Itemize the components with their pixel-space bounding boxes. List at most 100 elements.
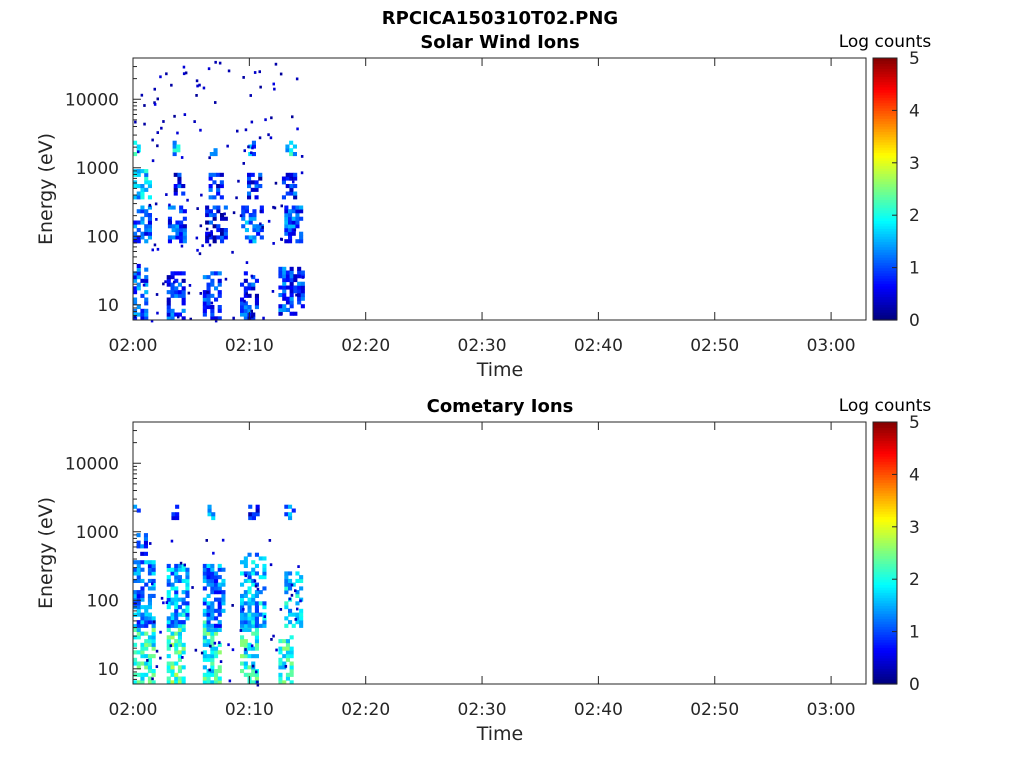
colorbar-segment bbox=[873, 296, 897, 300]
heatmap-cell bbox=[251, 144, 256, 149]
heatmap-cell bbox=[171, 228, 176, 233]
heatmap-cell bbox=[240, 642, 245, 647]
y-ticks-solar-wind: 10 100 1000 10000 bbox=[65, 57, 141, 321]
heatmap-cell bbox=[214, 316, 219, 321]
heatmap-cell bbox=[175, 512, 180, 517]
heatmap-cell bbox=[255, 508, 260, 513]
heatmap-cell bbox=[244, 648, 247, 651]
heatmap-cell bbox=[299, 623, 304, 628]
heatmap-cell bbox=[133, 271, 138, 276]
heatmap-cell bbox=[259, 235, 264, 240]
heatmap-cell bbox=[166, 278, 171, 283]
heatmap-cell bbox=[254, 639, 259, 644]
heatmap-cell bbox=[216, 209, 221, 214]
heatmap-cell bbox=[214, 627, 219, 632]
heatmap-cell bbox=[217, 575, 222, 580]
heatmap-cell bbox=[284, 571, 289, 576]
heatmap-cell bbox=[289, 304, 294, 309]
heatmap-cell bbox=[300, 155, 304, 158]
heatmap-cell bbox=[282, 646, 287, 651]
heatmap-cell bbox=[208, 195, 213, 200]
heatmap-cell bbox=[202, 301, 207, 306]
heatmap-cell bbox=[289, 635, 294, 640]
heatmap-cell bbox=[175, 235, 180, 240]
heatmap-cell bbox=[174, 642, 179, 647]
heatmap-cell bbox=[290, 593, 294, 597]
heatmap-cell bbox=[151, 669, 156, 674]
heatmap-cell bbox=[247, 191, 252, 196]
heatmap-cell bbox=[251, 669, 256, 674]
colorbar-segment bbox=[873, 608, 897, 612]
heatmap-cell bbox=[250, 180, 255, 185]
heatmap-cell bbox=[300, 296, 305, 301]
colorbar-segment bbox=[873, 516, 897, 520]
heatmap-cell bbox=[210, 650, 215, 655]
colorbar-segment bbox=[873, 532, 897, 536]
heatmap-cell bbox=[251, 616, 256, 621]
colorbar-segment bbox=[873, 461, 897, 465]
heatmap-cell bbox=[206, 612, 211, 617]
heatmap-cell bbox=[142, 283, 146, 287]
heatmap-cell bbox=[243, 578, 248, 583]
colorbar-segment bbox=[873, 553, 897, 557]
heatmap-cell bbox=[284, 504, 289, 509]
colorbar-segment bbox=[873, 209, 897, 214]
heatmap-cell bbox=[212, 224, 217, 229]
heatmap-cell bbox=[232, 211, 236, 215]
heatmap-cell bbox=[297, 274, 302, 279]
heatmap-cell bbox=[207, 512, 212, 517]
heatmap-cell bbox=[251, 315, 254, 319]
heatmap-cell bbox=[180, 244, 184, 248]
heatmap-cell bbox=[202, 305, 207, 310]
heatmap-cell bbox=[289, 646, 294, 651]
heatmap-cell bbox=[206, 620, 211, 625]
colorbar-segment bbox=[873, 89, 897, 93]
colorbar-segment bbox=[873, 202, 897, 206]
heatmap-cell bbox=[296, 607, 299, 611]
heatmap-cell bbox=[170, 601, 175, 606]
heatmap-cell bbox=[224, 277, 228, 281]
colorbar-segment bbox=[873, 152, 897, 156]
heatmap-cell bbox=[166, 308, 171, 313]
heatmap-cell bbox=[202, 676, 207, 681]
heatmap-cell bbox=[293, 195, 298, 200]
heatmap-cell bbox=[166, 616, 171, 621]
heatmap-cell bbox=[181, 308, 186, 313]
colorbar-cometary: 0 1 2 3 4 5 bbox=[872, 413, 920, 695]
colorbar-segment bbox=[873, 497, 897, 502]
heatmap-cell bbox=[136, 286, 141, 291]
heatmap-cell bbox=[182, 224, 187, 229]
heatmap-cell bbox=[170, 83, 173, 87]
heatmap-cell bbox=[262, 612, 267, 617]
colorbar-segment bbox=[873, 529, 897, 533]
heatmap-cell bbox=[173, 184, 178, 189]
heatmap-cell bbox=[289, 177, 293, 181]
heatmap-cell bbox=[136, 312, 141, 317]
heatmap-cell bbox=[251, 578, 256, 583]
heatmap-cell bbox=[210, 282, 215, 287]
heatmap-cell bbox=[243, 312, 248, 317]
heatmap-cell bbox=[177, 627, 182, 632]
colorbar-segment bbox=[873, 448, 897, 452]
heatmap-cell bbox=[288, 578, 293, 583]
heatmap-cell bbox=[217, 612, 222, 617]
colorbar-segment bbox=[873, 84, 897, 88]
heatmap-cell bbox=[213, 641, 217, 645]
heatmap-cell bbox=[289, 184, 294, 189]
heatmap-cell bbox=[284, 209, 289, 214]
colorbar-segment bbox=[873, 568, 897, 572]
heatmap-cell bbox=[217, 676, 222, 681]
heatmap-cell bbox=[214, 646, 219, 651]
colorbar-segment bbox=[873, 605, 897, 609]
x-tick-label: 02:40 bbox=[574, 336, 623, 356]
colorbar-segment bbox=[873, 469, 897, 473]
heatmap-cell bbox=[210, 657, 215, 662]
heatmap-cell bbox=[244, 209, 249, 214]
colorbar-segment bbox=[873, 592, 897, 596]
heatmap-cell bbox=[285, 148, 290, 153]
colorbar-frame bbox=[872, 57, 898, 321]
heatmap-cell bbox=[285, 642, 290, 647]
heatmap-cell bbox=[243, 593, 248, 598]
colorbar-segment bbox=[873, 440, 897, 444]
heatmap-cell bbox=[241, 224, 246, 229]
